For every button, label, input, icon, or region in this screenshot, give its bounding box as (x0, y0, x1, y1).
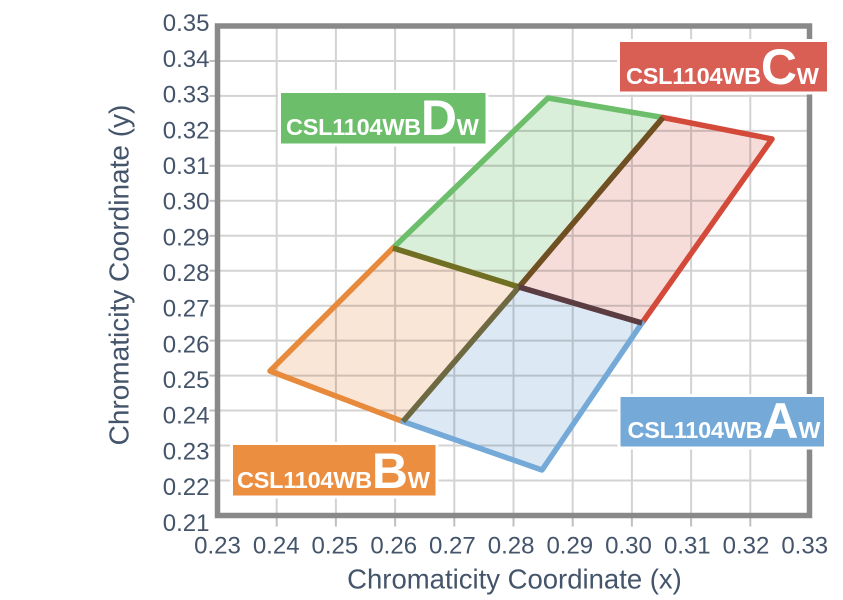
svg-text:0.26: 0.26 (370, 533, 417, 560)
svg-text:0.30: 0.30 (163, 189, 210, 216)
svg-text:0.26: 0.26 (163, 331, 210, 358)
svg-text:0.24: 0.24 (163, 403, 210, 430)
svg-text:0.23: 0.23 (194, 533, 241, 560)
svg-text:0.30: 0.30 (605, 533, 652, 560)
svg-text:0.25: 0.25 (312, 533, 359, 560)
svg-text:CSL1104WBBW: CSL1104WBBW (237, 443, 431, 499)
svg-text:0.22: 0.22 (163, 474, 210, 501)
svg-text:0.32: 0.32 (163, 117, 210, 144)
svg-text:0.24: 0.24 (253, 533, 300, 560)
svg-text:0.27: 0.27 (429, 533, 476, 560)
svg-text:Chromaticity Coordinate (y): Chromaticity Coordinate (y) (104, 105, 135, 446)
svg-text:0.29: 0.29 (546, 533, 593, 560)
svg-text:0.28: 0.28 (163, 260, 210, 287)
svg-text:0.33: 0.33 (163, 82, 210, 109)
svg-text:0.33: 0.33 (781, 533, 828, 560)
svg-text:0.21: 0.21 (163, 510, 210, 537)
svg-text:0.34: 0.34 (163, 46, 210, 73)
svg-text:Chromaticity Coordinate (x): Chromaticity Coordinate (x) (347, 564, 682, 595)
svg-text:0.28: 0.28 (488, 533, 535, 560)
svg-text:0.32: 0.32 (723, 533, 770, 560)
svg-text:0.31: 0.31 (664, 533, 711, 560)
svg-text:0.27: 0.27 (163, 296, 210, 323)
svg-text:0.23: 0.23 (163, 438, 210, 465)
svg-text:0.35: 0.35 (163, 10, 210, 37)
svg-text:0.31: 0.31 (163, 153, 210, 180)
svg-text:0.25: 0.25 (163, 367, 210, 394)
svg-text:0.29: 0.29 (163, 224, 210, 251)
